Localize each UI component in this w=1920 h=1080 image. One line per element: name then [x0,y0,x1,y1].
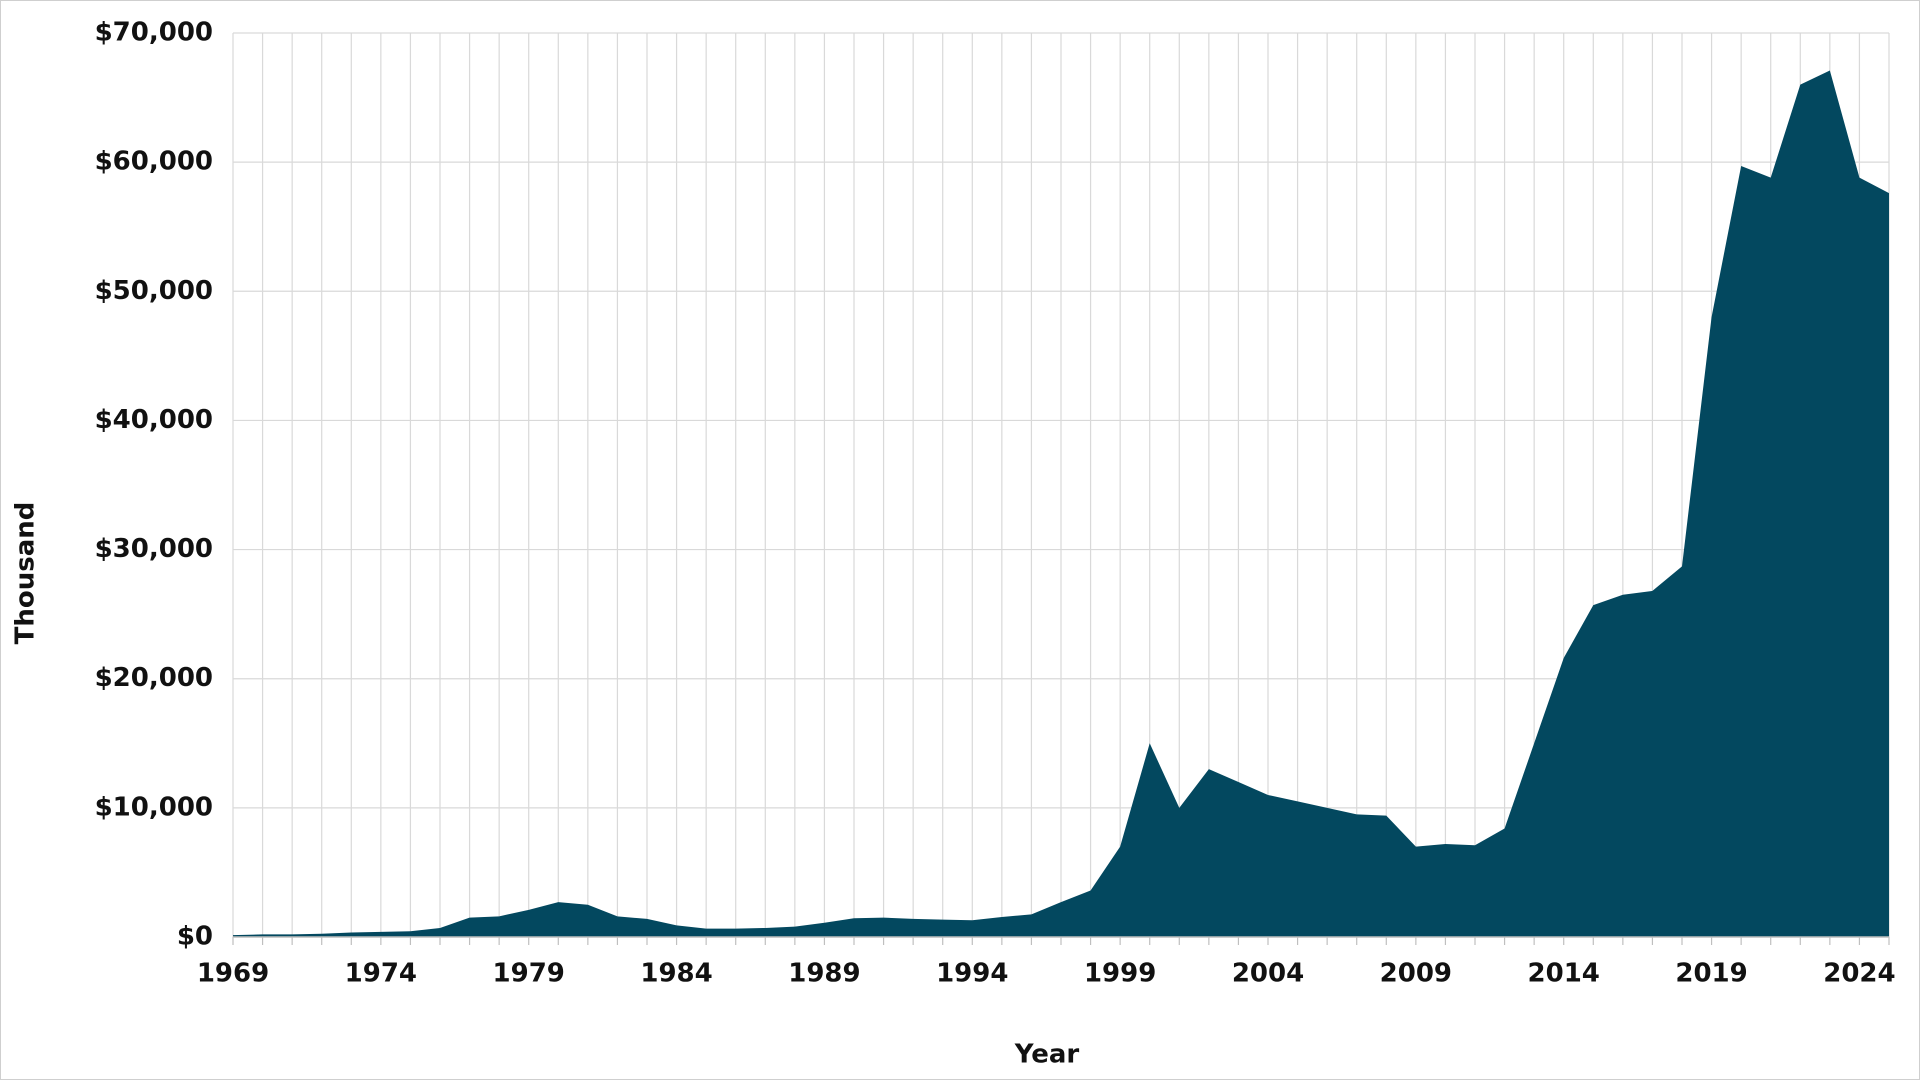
x-tick-label: 2024 [1823,959,1895,989]
y-axis-label: Thousand [11,502,41,645]
x-axis-label: Year [1014,1040,1080,1070]
x-tick-label: 2004 [1232,959,1304,989]
y-tick-label: $50,000 [95,276,213,306]
x-tick-label: 1974 [345,959,417,989]
x-tick-label: 2009 [1380,959,1452,989]
x-tick-label: 2019 [1675,959,1747,989]
y-tick-label: $30,000 [95,534,213,564]
y-tick-label: $40,000 [95,405,213,435]
x-tick-label: 1994 [936,959,1008,989]
y-tick-label: $10,000 [95,792,213,822]
y-tick-label: $70,000 [95,18,213,48]
x-tick-label: 1984 [640,959,712,989]
x-tick-label: 1989 [788,959,860,989]
x-tick-label: 2014 [1528,959,1600,989]
area [233,70,1889,938]
x-tick-label: 1969 [197,959,269,989]
x-tick-label: 1999 [1084,959,1156,989]
y-tick-label: $20,000 [95,663,213,693]
y-tick-label: $0 [177,922,213,952]
y-tick-label: $60,000 [95,147,213,177]
x-tick-label: 1979 [493,959,565,989]
